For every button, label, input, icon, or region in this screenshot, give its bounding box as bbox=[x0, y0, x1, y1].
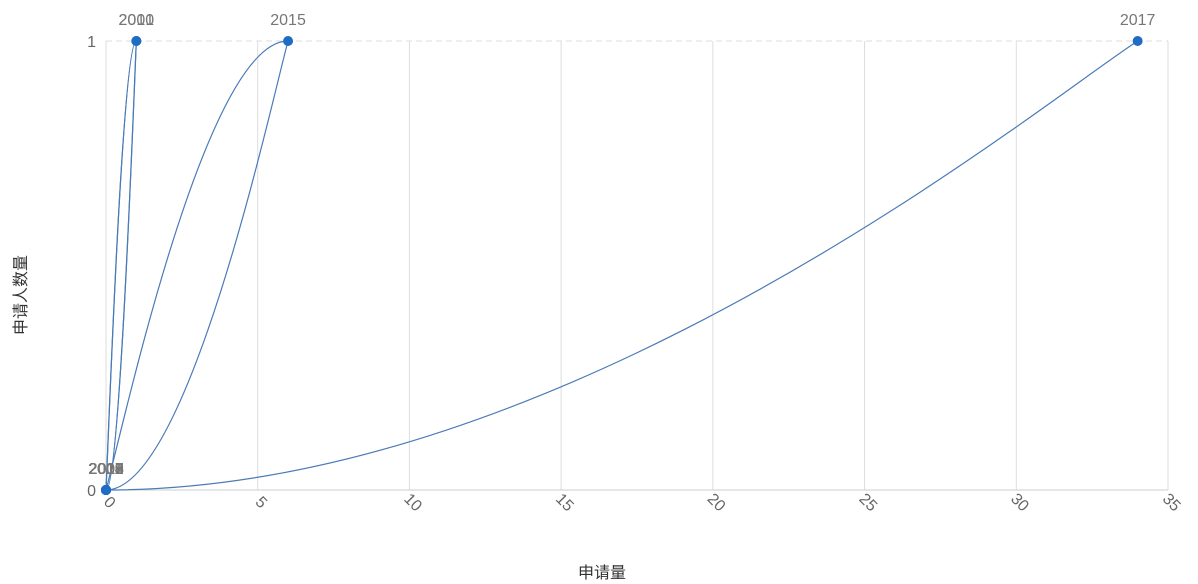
x-tick-label: 20 bbox=[704, 491, 729, 516]
series-lines bbox=[105, 40, 1138, 491]
series-line-segment bbox=[105, 40, 137, 491]
point-label: 2015 bbox=[270, 12, 306, 29]
y-axis-title: 申请人数量 bbox=[12, 255, 30, 335]
series-line-segment bbox=[105, 40, 1138, 491]
point-label: 2002 bbox=[88, 461, 124, 478]
point-label: 2001 bbox=[119, 12, 155, 29]
point-label: 2016 bbox=[88, 461, 124, 478]
grid-layer bbox=[105, 40, 1169, 491]
point-label: 2008 bbox=[88, 461, 124, 478]
x-tick-label: 10 bbox=[400, 491, 425, 516]
point-label: 2017 bbox=[1120, 12, 1156, 29]
point-label: 2003 bbox=[88, 461, 124, 478]
x-tick-label: 30 bbox=[1007, 491, 1032, 516]
x-axis-title: 申请量 bbox=[578, 564, 626, 582]
point-label: 2006 bbox=[88, 461, 124, 478]
series-line-segment bbox=[105, 40, 137, 491]
data-point bbox=[131, 36, 142, 46]
point-label: 2013 bbox=[88, 461, 124, 478]
x-tick-label: 15 bbox=[552, 491, 577, 516]
point-label: 2010 bbox=[119, 12, 155, 29]
point-label: 2012 bbox=[88, 461, 124, 478]
y-tick-label: 1 bbox=[87, 34, 96, 51]
point-label: 2005 bbox=[88, 461, 124, 478]
x-tick-label: 25 bbox=[855, 491, 880, 516]
series-line-segment bbox=[105, 40, 289, 491]
point-label: 2011 bbox=[89, 461, 124, 478]
y-tick-label: 0 bbox=[87, 483, 96, 500]
point-label: 2000 bbox=[88, 461, 124, 478]
point-labels: 2000 2001 20022003200420052006200720082009… bbox=[88, 12, 1155, 478]
data-points bbox=[101, 36, 1143, 495]
x-tick-label: 0 bbox=[100, 494, 118, 512]
point-label: 2009 bbox=[88, 461, 124, 478]
data-point bbox=[1132, 36, 1143, 46]
series-line-segment bbox=[105, 40, 137, 491]
point-label: 2004 bbox=[88, 461, 124, 478]
x-tick-label: 35 bbox=[1159, 491, 1184, 516]
x-tick-label: 5 bbox=[252, 494, 270, 512]
series-line-segment bbox=[105, 40, 137, 491]
point-label: 2014 bbox=[88, 461, 124, 478]
series-line-segment bbox=[105, 40, 289, 491]
data-point bbox=[101, 485, 111, 495]
axis-ticks: 0 5 10 15 20 25 30 35 0 1 bbox=[87, 34, 1183, 515]
data-point bbox=[283, 36, 294, 46]
point-label: 2007 bbox=[88, 461, 124, 478]
